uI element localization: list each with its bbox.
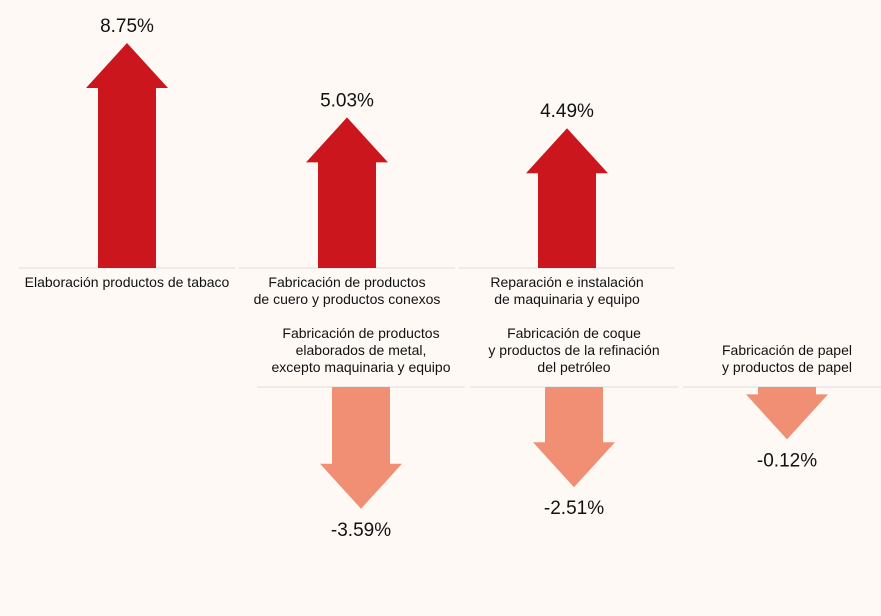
arrow xyxy=(746,387,828,440)
category-label: Elaboración productos de tabaco xyxy=(25,274,230,290)
value-label: 4.49% xyxy=(540,101,594,122)
value-label: -0.12% xyxy=(757,450,817,471)
value-label: -3.59% xyxy=(331,520,391,541)
arrow xyxy=(306,117,388,269)
arrow xyxy=(533,387,615,488)
arrow xyxy=(86,43,168,268)
value-label: 5.03% xyxy=(320,90,374,111)
value-label: 8.75% xyxy=(100,16,154,37)
category-label: Fabricación de coque y productos de la re… xyxy=(488,325,659,375)
arrow xyxy=(320,387,402,509)
category-label: Fabricación de productos elaborados de me… xyxy=(271,325,450,375)
category-label: Fabricación de productos de cuero y produ… xyxy=(254,274,441,307)
arrow xyxy=(526,128,608,268)
category-label: Reparación e instalación de maquinaria y … xyxy=(490,274,643,307)
category-label: Fabricación de papel y productos de papel xyxy=(722,342,852,375)
value-label: -2.51% xyxy=(544,498,604,519)
